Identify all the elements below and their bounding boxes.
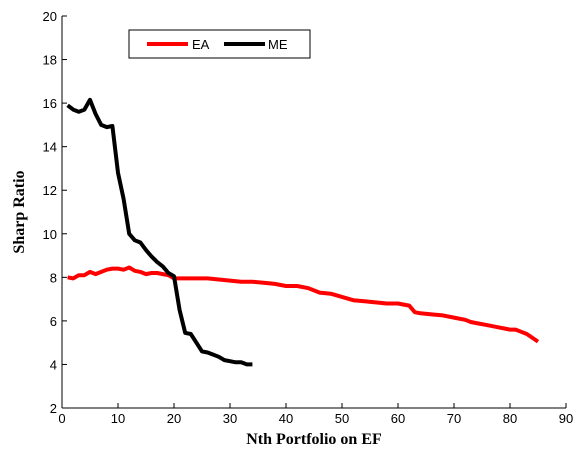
x-tick-label: 60 (391, 411, 405, 426)
x-tick-label: 0 (58, 411, 65, 426)
x-tick-label: 70 (447, 411, 461, 426)
x-tick-label: 90 (559, 411, 573, 426)
x-tick-label: 80 (503, 411, 517, 426)
x-axis-title: Nth Portfolio on EF (246, 431, 382, 448)
y-axis-title: Sharp Ratio (11, 170, 28, 253)
x-axis-ticks: 0 10 20 30 40 50 60 70 80 90 (58, 403, 573, 426)
x-tick-label: 20 (167, 411, 181, 426)
y-tick-label: 10 (43, 227, 57, 242)
plot-area: 0 10 20 30 40 50 60 70 80 90 2 4 6 8 10 12 14 16 18 20 (43, 9, 573, 426)
x-tick-label: 40 (279, 411, 293, 426)
legend: EA ME (128, 29, 311, 59)
y-tick-label: 6 (50, 314, 57, 329)
series-line-ea (67, 265, 540, 344)
y-tick-label: 14 (43, 140, 57, 155)
y-axis-ticks: 2 4 6 8 10 12 14 16 18 20 (43, 9, 67, 416)
y-tick-label: 2 (50, 401, 57, 416)
y-tick-label: 12 (43, 183, 57, 198)
legend-label-me: ME (268, 37, 288, 52)
x-tick-label: 30 (223, 411, 237, 426)
y-tick-label: 8 (50, 270, 57, 285)
y-tick-label: 4 (50, 357, 57, 372)
y-tick-label: 16 (43, 96, 57, 111)
series-lines (66, 97, 540, 367)
x-tick-label: 10 (111, 411, 125, 426)
y-tick-label: 18 (43, 53, 57, 68)
x-tick-label: 50 (335, 411, 349, 426)
series-line-me (66, 97, 253, 367)
legend-label-ea: EA (192, 37, 210, 52)
y-tick-label: 20 (43, 9, 57, 24)
